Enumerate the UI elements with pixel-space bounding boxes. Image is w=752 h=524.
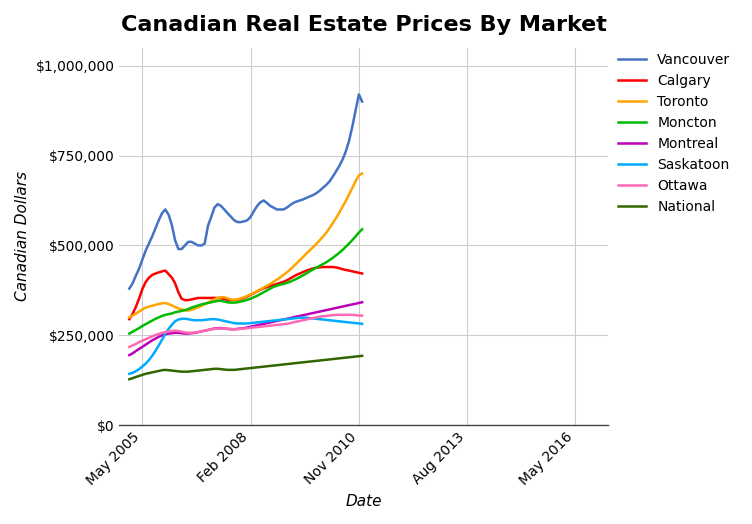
Line: Moncton: Moncton (129, 230, 362, 334)
Title: Canadian Real Estate Prices By Market: Canadian Real Estate Prices By Market (121, 15, 607, 35)
Line: Toronto: Toronto (129, 173, 362, 318)
Line: National: National (129, 356, 362, 379)
Line: Ottawa: Ottawa (129, 315, 362, 347)
Y-axis label: Canadian Dollars: Canadian Dollars (15, 171, 30, 301)
Line: Calgary: Calgary (129, 267, 362, 319)
Line: Montreal: Montreal (129, 302, 362, 355)
X-axis label: Date: Date (345, 494, 382, 509)
Line: Saskatoon: Saskatoon (129, 318, 362, 374)
Line: Vancouver: Vancouver (129, 94, 362, 289)
Legend: Vancouver, Calgary, Toronto, Moncton, Montreal, Saskatoon, Ottawa, National: Vancouver, Calgary, Toronto, Moncton, Mo… (613, 48, 736, 220)
